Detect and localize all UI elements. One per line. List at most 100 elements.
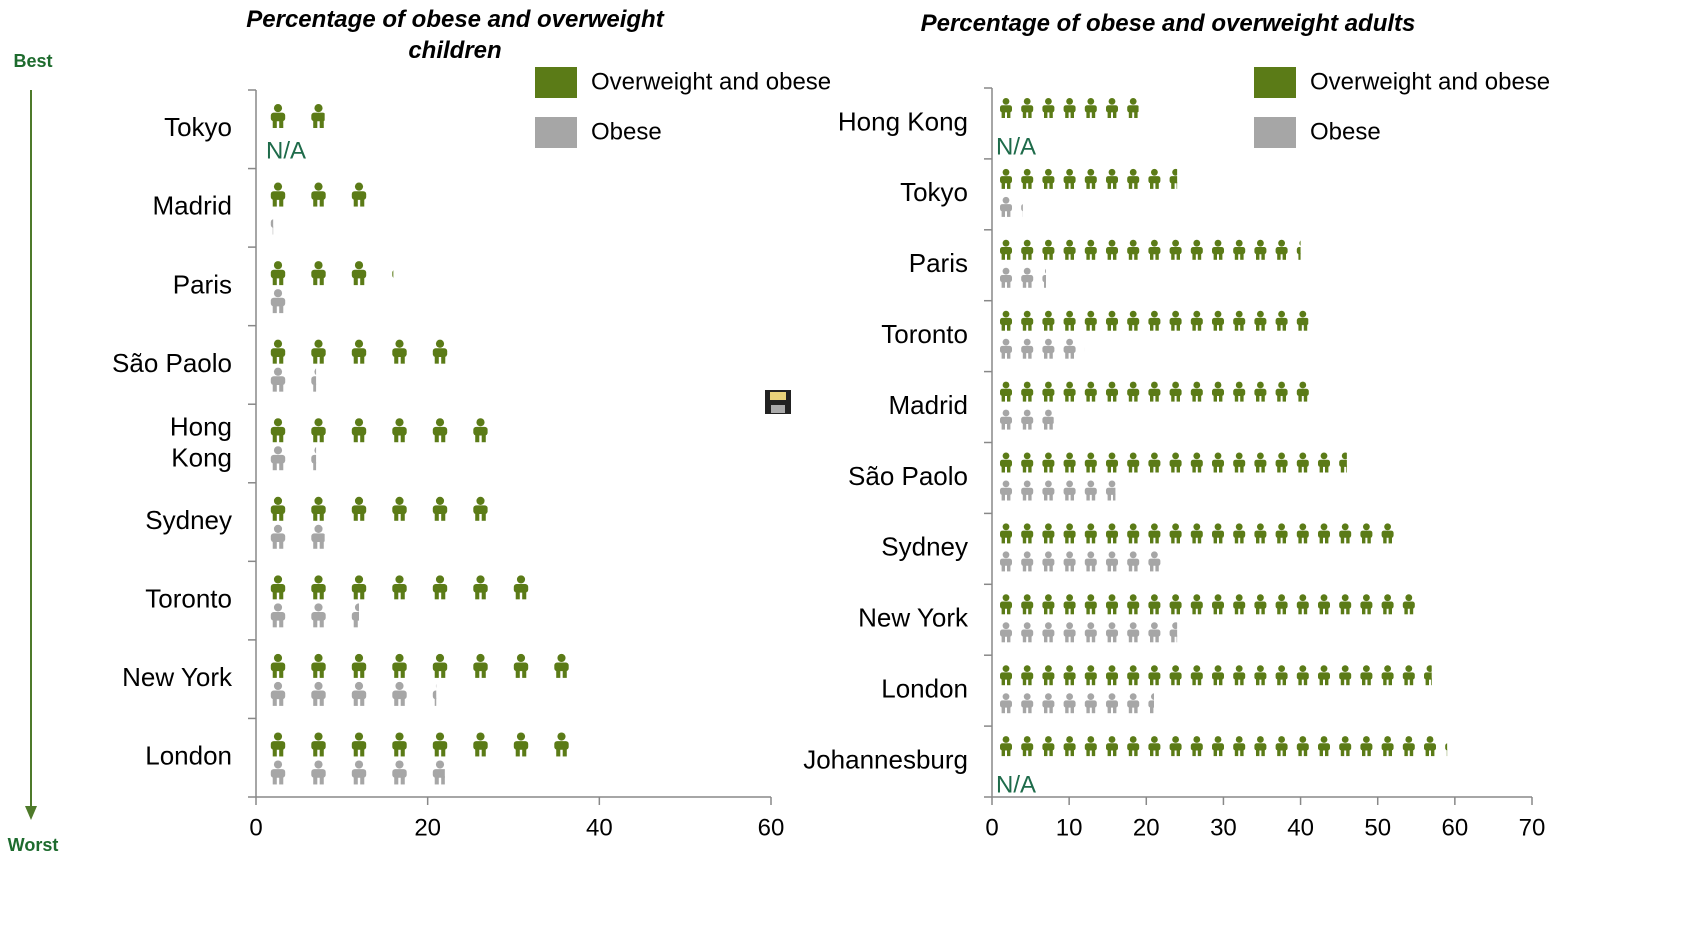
icon-leg — [1022, 536, 1027, 544]
icon-body — [1021, 672, 1034, 680]
icon-leg — [1044, 465, 1048, 473]
icon-leg — [1107, 253, 1111, 260]
icon-head — [1045, 381, 1052, 389]
icon-body — [1127, 530, 1140, 538]
icon-leg — [1134, 607, 1138, 615]
icon-body — [270, 690, 286, 700]
icon-leg — [1028, 678, 1032, 686]
icon-body — [1000, 247, 1012, 255]
icon-head — [1151, 594, 1158, 602]
category-label: New York — [858, 603, 969, 633]
icon-head — [1320, 523, 1328, 531]
icon-head — [354, 182, 364, 191]
icon-leg — [1001, 706, 1005, 714]
icon-leg — [1070, 111, 1074, 118]
icon-head — [273, 496, 283, 505]
legend-label: Obese — [591, 118, 662, 145]
icon-leg — [1091, 564, 1096, 572]
icon-leg — [1107, 111, 1111, 118]
icon-leg — [1007, 182, 1011, 189]
icon-leg — [1362, 536, 1366, 544]
icon-head — [1002, 480, 1010, 488]
icon-leg — [1325, 465, 1329, 473]
icon-body — [1127, 247, 1140, 255]
icon-head — [314, 496, 323, 505]
icon-leg — [319, 619, 324, 628]
icon-leg — [1213, 536, 1217, 544]
icon-body — [1063, 105, 1076, 113]
icon-leg — [1367, 678, 1371, 686]
icon-leg — [1176, 607, 1180, 615]
worst-label: Worst — [8, 835, 59, 855]
icon-body — [1084, 105, 1097, 113]
icon-leg — [1134, 111, 1138, 118]
icon-leg — [475, 512, 480, 521]
icon-leg — [1197, 536, 1202, 544]
icon-body — [1021, 275, 1034, 283]
icon-body — [1318, 601, 1330, 609]
icon-leg — [1070, 749, 1074, 757]
icon-head — [1045, 310, 1052, 318]
icon-body — [1021, 743, 1034, 751]
icon-head — [314, 524, 323, 533]
icon-leg — [360, 619, 364, 627]
icon-head — [1299, 665, 1307, 672]
icon-leg — [1044, 678, 1048, 686]
icon-head — [1193, 452, 1201, 460]
icon-leg — [1113, 465, 1117, 473]
icon-head — [1384, 594, 1391, 602]
icon-leg — [1134, 394, 1138, 402]
icon-body — [1063, 317, 1076, 326]
icon-leg — [320, 384, 324, 392]
icon-head — [1193, 239, 1201, 247]
icon-leg — [1028, 351, 1032, 359]
icon-head — [1427, 594, 1434, 601]
icon-leg — [1049, 422, 1053, 430]
icon-leg — [1346, 465, 1347, 473]
icon-body — [270, 583, 286, 593]
icon-head — [395, 496, 404, 505]
icon-leg — [1388, 749, 1392, 757]
icon-leg — [1091, 635, 1096, 643]
icon-leg — [1171, 182, 1175, 189]
icon-body — [1000, 176, 1012, 184]
icon-leg — [313, 276, 318, 286]
icon-head — [1151, 310, 1158, 318]
icon-head — [1108, 239, 1116, 247]
icon-leg — [1150, 749, 1154, 757]
icon-body — [1360, 672, 1373, 680]
icon-leg — [319, 434, 324, 443]
icon-leg — [1022, 111, 1027, 118]
icon-leg — [1065, 536, 1069, 544]
icon-leg — [1113, 678, 1117, 686]
icon-leg — [1001, 422, 1005, 430]
icon-leg — [1092, 352, 1095, 359]
pictogram-row — [270, 496, 488, 521]
icon-leg — [1022, 182, 1027, 189]
icon-body — [1127, 700, 1140, 708]
icon-head — [1002, 665, 1010, 672]
icon-head — [1384, 736, 1391, 743]
icon-body — [1339, 530, 1352, 538]
icon-head — [1002, 452, 1010, 460]
icon-leg — [1303, 678, 1308, 686]
icon-leg — [279, 355, 284, 364]
icon-body — [432, 662, 448, 672]
pictogram-row — [270, 182, 367, 207]
category-label: London — [145, 741, 232, 771]
icon-body — [270, 297, 286, 307]
icon-leg — [1007, 536, 1011, 544]
icon-head — [314, 653, 323, 663]
icon-head — [273, 104, 283, 113]
icon-head — [273, 261, 283, 270]
icon-body — [1042, 275, 1046, 283]
icon-head — [1002, 736, 1010, 743]
icon-leg — [272, 540, 277, 549]
icon-head — [1002, 98, 1010, 105]
icon-leg — [1049, 465, 1053, 473]
icon-leg — [1303, 749, 1308, 757]
icon-leg — [272, 512, 277, 521]
icon-leg — [482, 356, 486, 364]
icon-head — [1108, 693, 1116, 700]
icon-head — [1066, 168, 1073, 176]
